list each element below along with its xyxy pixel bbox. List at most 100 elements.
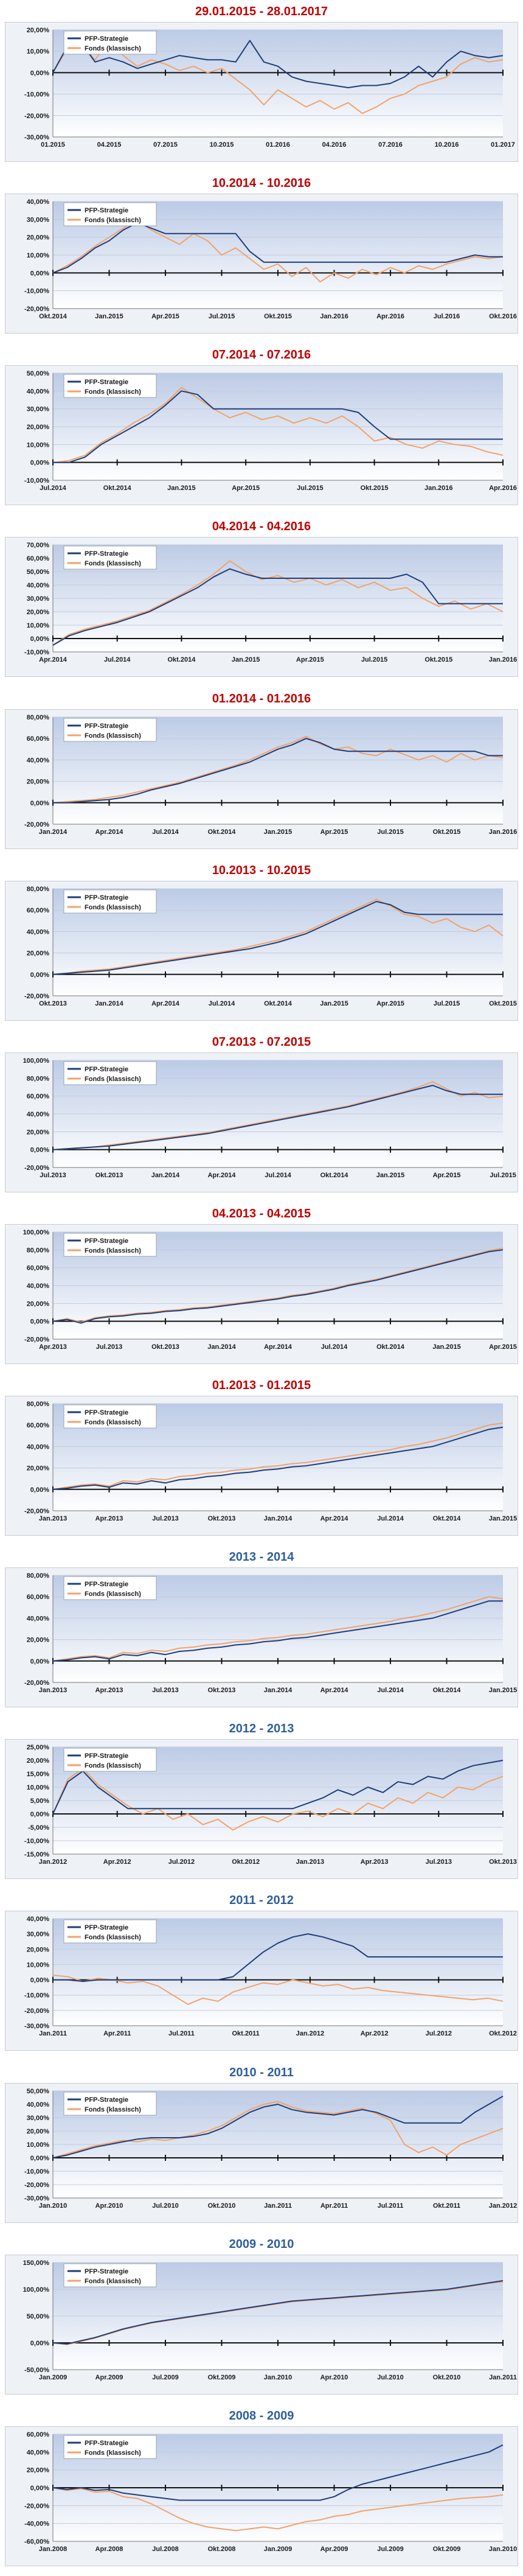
- legend-label: PFP-Strategie: [85, 1924, 128, 1931]
- y-tick-label: -50,00%: [24, 2367, 49, 2374]
- x-tick-label: Jan.2010: [264, 2374, 292, 2381]
- y-tick-label: -10,00%: [24, 1992, 49, 2000]
- x-tick-label: Jul.2014: [40, 485, 66, 492]
- y-tick-label: -10,00%: [24, 2168, 49, 2175]
- x-tick-label: Jan.2016: [489, 656, 517, 663]
- x-tick-label: Jul.2010: [377, 2374, 403, 2381]
- y-tick-label: 0,00%: [30, 635, 49, 643]
- chart-frame: 50,00% 40,00% 30,00% 20,00% 10,00% 0,00% -10,0…: [5, 365, 518, 506]
- chart-panel: 10.2013 - 10.2015 80,00% 60,00% 40,00% 20,00…: [0, 859, 523, 1031]
- x-tick-label: Jan.2009: [39, 2374, 67, 2381]
- y-tick-label: 30,00%: [27, 406, 50, 413]
- y-tick-label: 10,00%: [27, 622, 50, 629]
- x-tick-label: Jan.2016: [320, 313, 348, 320]
- y-tick-label: 50,00%: [27, 2313, 50, 2320]
- x-tick-label: Okt.2010: [433, 2374, 461, 2381]
- chart-title: 01.2013 - 01.2015: [212, 1379, 311, 1393]
- line-chart: 70,00% 60,00% 50,00% 40,00% 30,00% 20,00% 10,0…: [24, 542, 517, 663]
- x-tick-label: 07.2016: [378, 141, 403, 149]
- x-tick-label: Jan.2014: [207, 1343, 236, 1351]
- x-tick-label: Apr.2015: [151, 313, 179, 320]
- series-line-fonds-klassisch: [52, 560, 504, 646]
- series-line-pfp-strategie: [52, 2095, 504, 2158]
- x-tick-label: Okt.2014: [103, 485, 132, 492]
- legend-label: PFP-Strategie: [85, 723, 128, 730]
- chart-title: 2008 - 2009: [229, 2409, 294, 2423]
- chart-title: 04.2013 - 04.2015: [212, 1206, 311, 1220]
- series-line-fonds-klassisch: [52, 1080, 504, 1150]
- y-tick-label: 40,00%: [27, 1916, 50, 1923]
- legend-label: Fonds (klassisch): [85, 560, 141, 567]
- x-tick-label: Jan.2013: [39, 1687, 67, 1694]
- legend-label: Fonds (klassisch): [85, 2449, 141, 2457]
- chart-panel: 07.2013 - 07.2015 100,00% 80,00% 60,00% 40,0…: [0, 1031, 523, 1202]
- x-tick-label: Jul.2010: [152, 2202, 178, 2210]
- legend: [63, 2435, 157, 2459]
- chart-frame: 40,00% 30,00% 20,00% 10,00% 0,00% -10,00% -20,…: [5, 194, 518, 334]
- x-tick-label: Jan.2010: [39, 2202, 67, 2210]
- y-tick-label: 20,00%: [27, 1637, 50, 1644]
- y-tick-label: 25,00%: [27, 1744, 50, 1751]
- y-tick-label: 40,00%: [27, 1111, 50, 1118]
- series-line-pfp-strategie: [52, 1426, 504, 1490]
- x-tick-label: Jan.2015: [489, 1515, 517, 1522]
- x-tick-label: Apr.2008: [95, 2546, 123, 2553]
- legend: [63, 1404, 157, 1429]
- y-tick-label: -20,00%: [24, 1164, 49, 1172]
- y-tick-label: -30,00%: [24, 2023, 49, 2030]
- chart-panel: 2011 - 2012 40,00% 30,00% 20,00% 10,00% 0,00%…: [0, 1889, 523, 2060]
- x-tick-label: Jan.2014: [95, 1000, 123, 1007]
- x-tick-label: Jul.2012: [168, 1858, 195, 1866]
- x-tick-label: Jan.2014: [151, 1172, 180, 1179]
- y-tick-label: 100,00%: [23, 1229, 50, 1236]
- x-tick-label: Apr.2013: [361, 1858, 389, 1866]
- x-tick-label: Jul.2014: [152, 828, 179, 836]
- y-tick-label: 0,00%: [30, 971, 49, 978]
- y-tick-label: -15,00%: [24, 1851, 49, 1858]
- line-chart: 40,00% 30,00% 20,00% 10,00% 0,00% -10,00% -20,…: [24, 1916, 517, 2037]
- legend-label: PFP-Strategie: [85, 1066, 128, 1073]
- x-tick-label: Okt.2009: [208, 2374, 236, 2381]
- x-tick-label: Jul.2013: [96, 1343, 122, 1351]
- chart-panel: 2008 - 2009 60,00% 40,00% 20,00% 0,00% -20,00…: [0, 2404, 523, 2576]
- y-tick-label: -10,00%: [24, 649, 49, 656]
- x-tick-label: Apr.2010: [95, 2202, 123, 2210]
- x-tick-label: Jan.2014: [264, 1515, 293, 1522]
- y-tick-label: 40,00%: [27, 2449, 50, 2456]
- x-tick-label: Okt.2012: [232, 1858, 260, 1866]
- y-tick-label: 20,00%: [27, 950, 50, 957]
- legend-label: PFP-Strategie: [85, 2268, 128, 2275]
- x-tick-label: Apr.2016: [489, 485, 517, 492]
- x-tick-label: Apr.2014: [320, 1515, 349, 1522]
- legend-label: Fonds (klassisch): [85, 904, 141, 911]
- line-chart: 40,00% 30,00% 20,00% 10,00% 0,00% -10,00% -20,…: [24, 198, 517, 320]
- y-tick-label: 0,00%: [30, 2155, 49, 2162]
- y-tick-label: 20,00%: [27, 234, 50, 242]
- chart-frame: 20,00% 10,00% 0,00% -10,00% -20,00% -30,00% 01…: [5, 22, 518, 162]
- series-line-pfp-strategie: [52, 568, 503, 646]
- line-chart: 20,00%10,00%0,00%-10,00%-20,00%-30,00%01…: [24, 27, 515, 149]
- x-tick-label: Jan.2013: [39, 1515, 67, 1522]
- y-tick-label: 0,00%: [30, 1977, 49, 1984]
- line-chart: 100,00% 80,00% 60,00% 40,00% 20,00% 0,00% -20,…: [23, 1229, 517, 1351]
- x-tick-label: Okt.2009: [433, 2546, 461, 2553]
- y-tick-label: 20,00%: [27, 1465, 50, 1472]
- x-tick-label: Jan.2012: [489, 2202, 517, 2210]
- x-tick-label: Jan.2015: [232, 656, 260, 663]
- x-tick-label: Jan.2015: [432, 1343, 460, 1351]
- x-tick-label: Apr.2015: [232, 485, 260, 492]
- y-tick-label: 60,00%: [27, 555, 50, 562]
- y-tick-label: 0,00%: [30, 799, 49, 807]
- x-tick-label: Jul.2013: [40, 1172, 66, 1179]
- legend: [63, 2263, 157, 2287]
- y-tick-label: -20,00%: [24, 2007, 49, 2015]
- y-tick-label: -20,00%: [24, 821, 49, 828]
- series-line-fonds-klassisch: [52, 2487, 504, 2532]
- y-tick-label: 40,00%: [27, 388, 50, 396]
- y-tick-label: -20,00%: [24, 993, 49, 1000]
- x-tick-label: Jan.2012: [39, 1858, 67, 1866]
- line-chart: 50,00% 40,00% 30,00% 20,00% 10,00% 0,00% -10,0…: [24, 2088, 517, 2210]
- x-tick-label: Jul.2012: [426, 2030, 452, 2037]
- legend-label: PFP-Strategie: [85, 550, 128, 558]
- x-tick-label: Apr.2014: [264, 1343, 293, 1351]
